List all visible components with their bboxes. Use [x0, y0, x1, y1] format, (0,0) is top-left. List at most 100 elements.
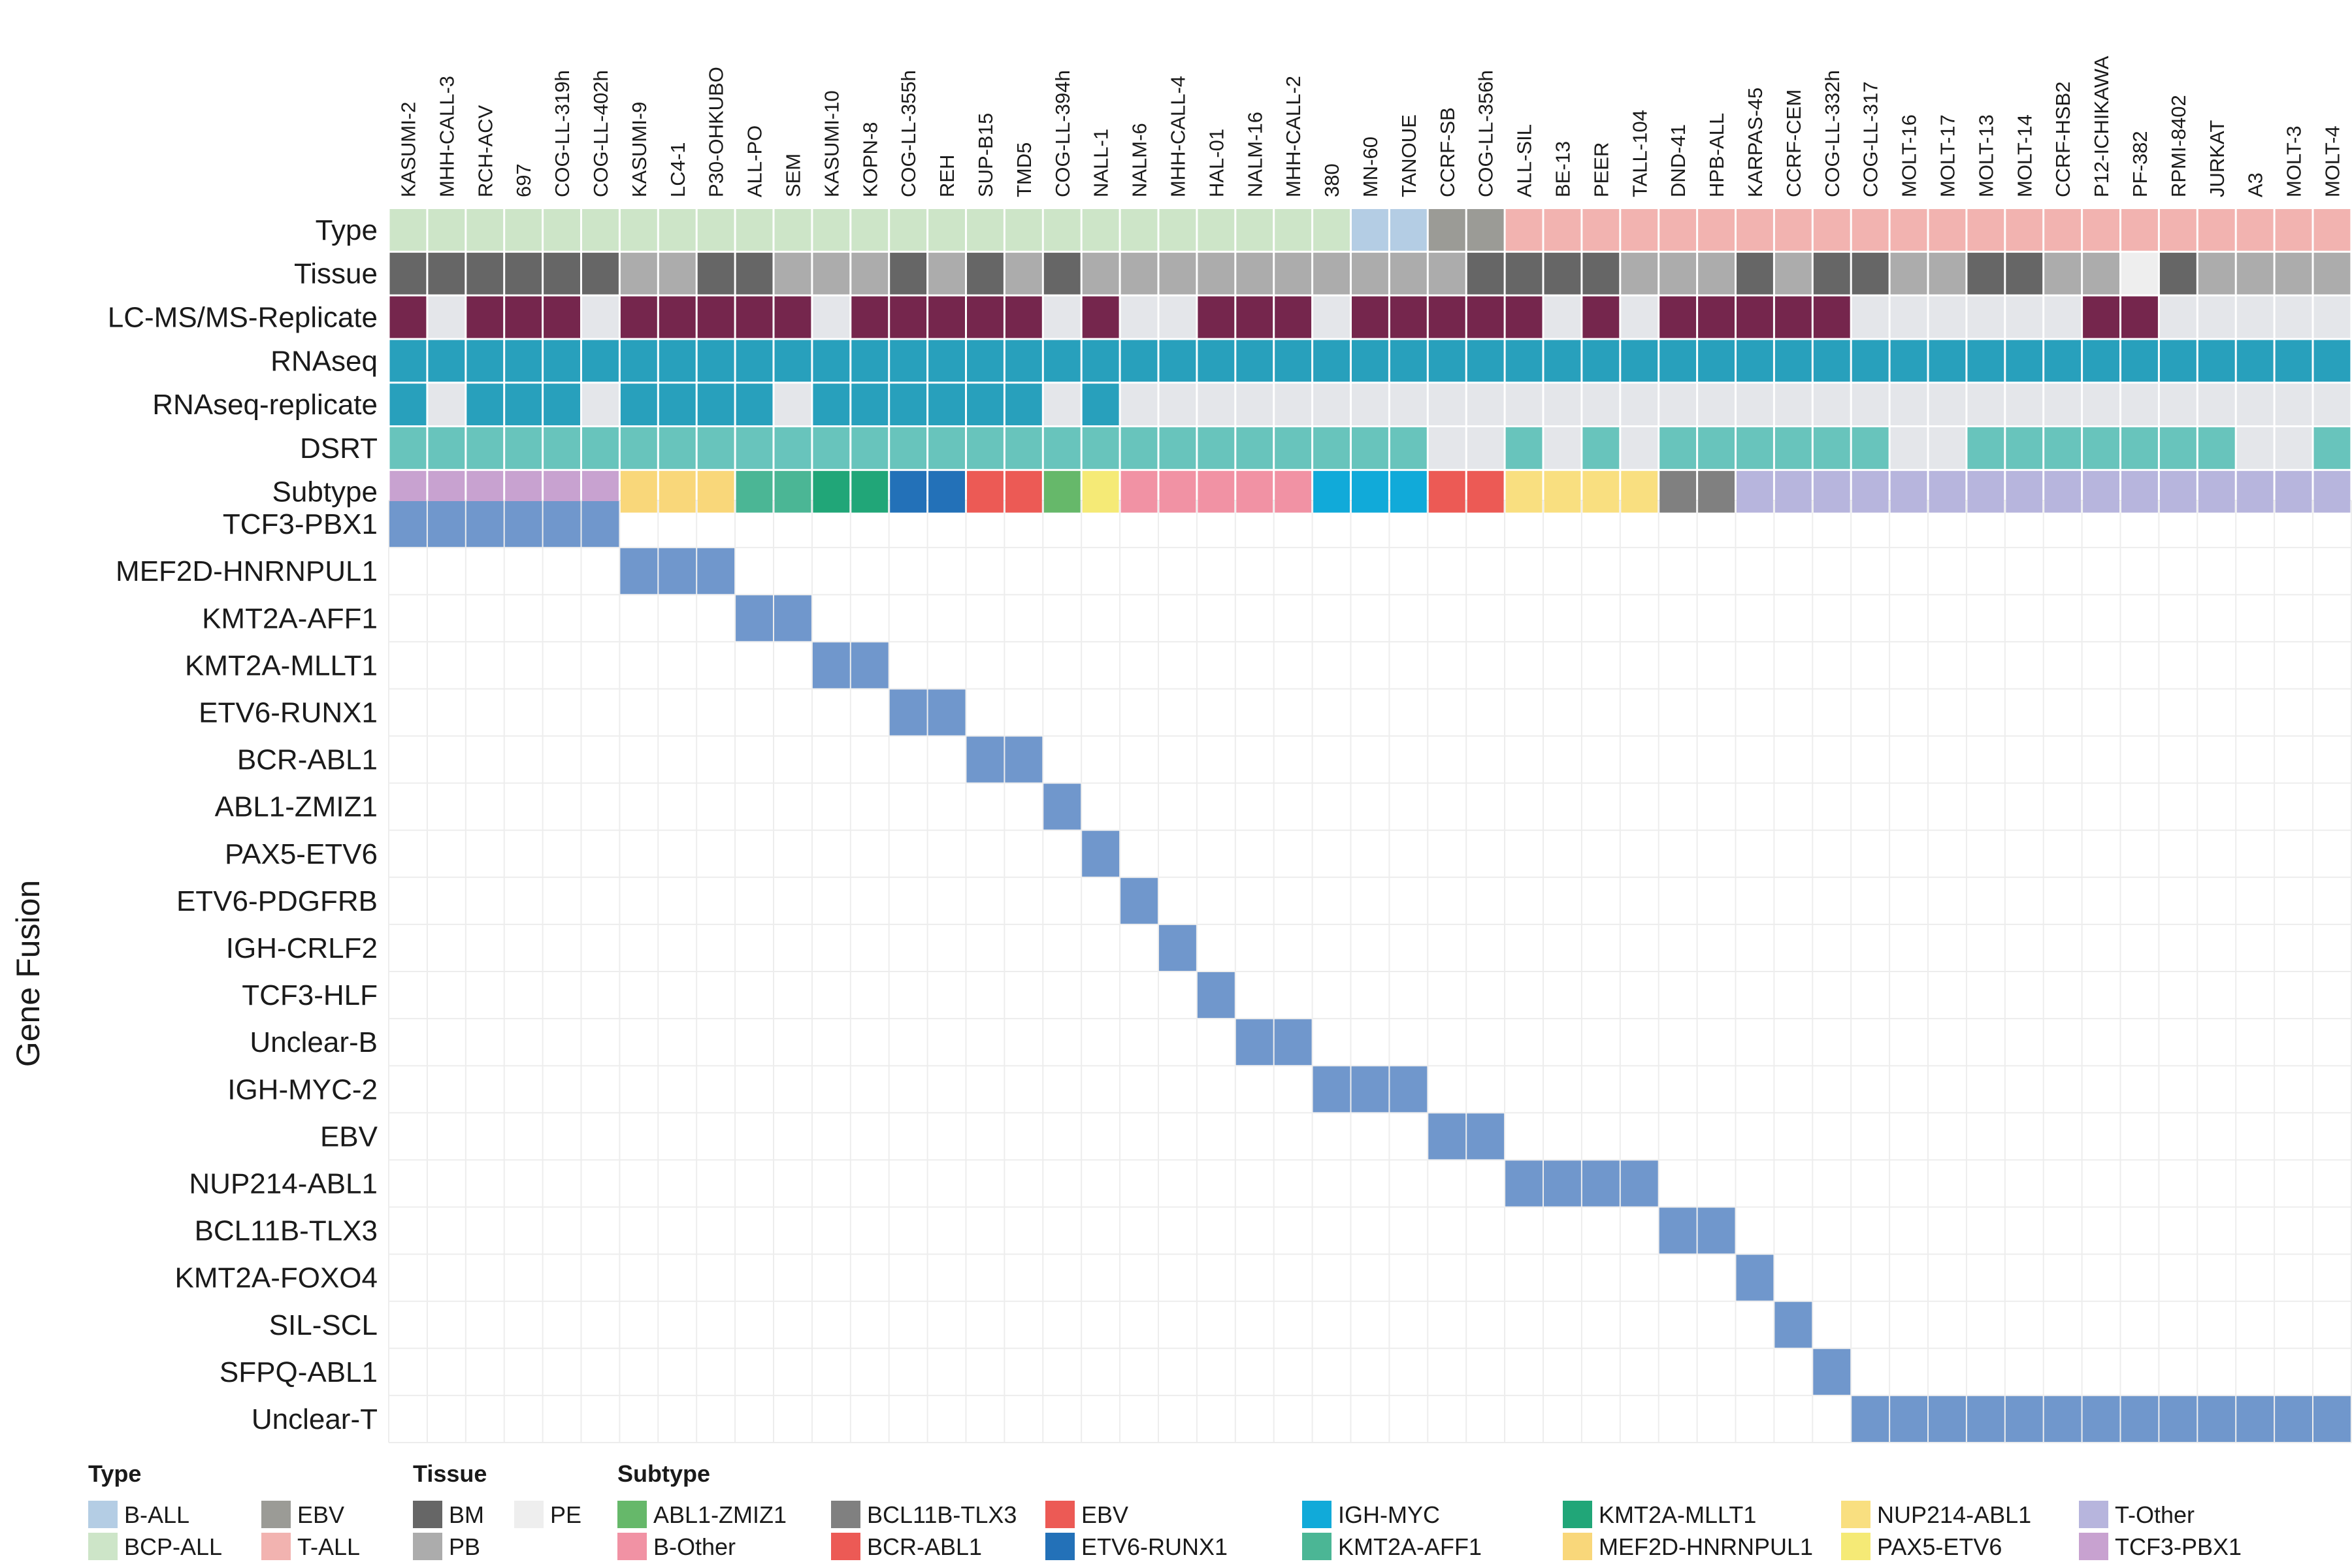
annotation-cell-tissue	[1505, 252, 1543, 295]
annotation-cell-type	[1582, 209, 1620, 251]
annotation-cell-rnaseq-replicate	[1852, 384, 1889, 425]
annotation-cell-lc-ms-ms-replicate	[1352, 296, 1388, 338]
annotation-cell-dsrt	[2236, 427, 2274, 469]
fusion-cell-bcr-abl1	[1005, 736, 1043, 783]
column-label-molt-13: MOLT-13	[1974, 114, 1997, 197]
annotation-cell-rnaseq-replicate	[544, 384, 580, 425]
annotation-cell-type	[1698, 209, 1735, 251]
annotation-cell-subtype	[1467, 470, 1504, 513]
column-label-cog-ll-356h: COG-LL-356h	[1475, 70, 1497, 197]
annotation-cell-tissue	[774, 252, 811, 295]
annotation-cell-dsrt	[1737, 427, 1773, 469]
annotation-cell-rnaseq	[1428, 340, 1465, 382]
fusion-cell-unclear-t	[2005, 1396, 2043, 1442]
annotation-cell-rnaseq-replicate	[505, 384, 542, 425]
fusion-label-kmt2a-foxo4: KMT2A-FOXO4	[175, 1262, 378, 1294]
annotation-cell-tissue	[2236, 252, 2274, 295]
fusion-cell-bcr-abl1	[966, 736, 1004, 783]
annotation-cell-rnaseq	[389, 340, 427, 382]
annotation-cell-rnaseq-replicate	[774, 384, 811, 425]
annotation-cell-dsrt	[1929, 427, 1966, 469]
annotation-cell-rnaseq-replicate	[967, 384, 1004, 425]
annotation-cell-dsrt	[1352, 427, 1388, 469]
annotation-cell-rnaseq	[505, 340, 542, 382]
annotation-cell-subtype	[774, 470, 811, 513]
annotation-cell-rnaseq-replicate	[428, 384, 465, 425]
column-label-p12-ichikawa: P12-ICHIKAWA	[2090, 56, 2113, 197]
fusion-label-bcl11b-tlx3: BCL11B-TLX3	[195, 1215, 378, 1247]
legend-label-bm: BM	[449, 1501, 484, 1528]
annotation-cell-type	[813, 209, 850, 251]
annotation-cell-subtype	[2044, 470, 2082, 513]
annotation-cell-lc-ms-ms-replicate	[1428, 296, 1465, 338]
annotation-cell-tissue	[1236, 252, 1273, 295]
annotation-cell-subtype	[1313, 470, 1350, 513]
annotation-cell-tissue	[2121, 252, 2158, 295]
annotation-label-tissue: Tissue	[294, 258, 378, 290]
annotation-cell-tissue	[1198, 252, 1235, 295]
annotation-cell-lc-ms-ms-replicate	[2313, 296, 2351, 338]
legend-title-subtype: Subtype	[617, 1460, 710, 1487]
annotation-cell-type	[1967, 209, 2004, 251]
annotation-cell-lc-ms-ms-replicate	[1390, 296, 1427, 338]
annotation-cell-dsrt	[544, 427, 580, 469]
annotation-cell-subtype	[1428, 470, 1465, 513]
legend-swatch-etv6-runx1	[1045, 1533, 1075, 1560]
annotation-cell-rnaseq-replicate	[1967, 384, 2004, 425]
annotation-cell-subtype	[1082, 470, 1119, 513]
legend-label-t-other: T-Other	[2115, 1501, 2195, 1528]
annotation-cell-type	[2275, 209, 2312, 251]
annotation-cell-type	[1005, 209, 1042, 251]
annotation-cell-lc-ms-ms-replicate	[505, 296, 542, 338]
legend-label-pb: PB	[449, 1533, 480, 1560]
annotation-cell-type	[1236, 209, 1273, 251]
legend-swatch-igh-myc	[1302, 1501, 1331, 1528]
annotation-cell-rnaseq	[2159, 340, 2197, 382]
annotation-cell-rnaseq-replicate	[2044, 384, 2082, 425]
annotation-cell-dsrt	[505, 427, 542, 469]
annotation-cell-subtype	[1813, 470, 1850, 513]
annotation-cell-dsrt	[774, 427, 811, 469]
annotation-cell-type	[1852, 209, 1889, 251]
column-label-cog-ll-332h: COG-LL-332h	[1821, 70, 1844, 197]
column-label-p30-ohkubo: P30-OHKUBO	[705, 67, 728, 197]
annotation-cell-subtype	[2275, 470, 2312, 513]
fusion-cell-sil-scl	[1774, 1301, 1812, 1348]
annotation-cell-rnaseq	[1929, 340, 1966, 382]
annotation-cell-rnaseq	[2083, 340, 2119, 382]
fusion-cell-kmt2a-aff1	[736, 595, 773, 642]
annotation-cell-tissue	[1120, 252, 1158, 295]
annotation-cell-rnaseq-replicate	[697, 384, 734, 425]
annotation-cell-lc-ms-ms-replicate	[544, 296, 580, 338]
legend-label-bcl11b-tlx3: BCL11B-TLX3	[867, 1501, 1017, 1528]
annotation-cell-subtype	[1390, 470, 1427, 513]
legend-swatch-b-all	[88, 1501, 118, 1528]
annotation-cell-dsrt	[582, 427, 619, 469]
annotation-cell-lc-ms-ms-replicate	[1120, 296, 1158, 338]
legend-swatch-kmt2a-mllt1	[1563, 1501, 1592, 1528]
fusion-label-mef2d-hnrnpul1: MEF2D-HNRNPUL1	[116, 555, 378, 587]
column-label-karpas-45: KARPAS-45	[1744, 88, 1767, 197]
annotation-cell-dsrt	[697, 427, 734, 469]
annotation-cell-dsrt	[1659, 427, 1697, 469]
column-label-rch-acv: RCH-ACV	[474, 105, 497, 197]
annotation-cell-dsrt	[1621, 427, 1658, 469]
annotation-cell-dsrt	[928, 427, 965, 469]
annotation-cell-dsrt	[1852, 427, 1889, 469]
legend-label-pax5-etv6: PAX5-ETV6	[1877, 1533, 2002, 1560]
annotation-cell-subtype	[1159, 470, 1196, 513]
annotation-cell-type	[1890, 209, 1927, 251]
annotation-tracks	[389, 209, 2351, 513]
annotation-cell-type	[582, 209, 619, 251]
annotation-cell-rnaseq-replicate	[1737, 384, 1773, 425]
fusion-cell-unclear-t	[1852, 1396, 1889, 1442]
annotation-cell-dsrt	[1505, 427, 1543, 469]
annotation-cell-lc-ms-ms-replicate	[389, 296, 427, 338]
annotation-cell-rnaseq-replicate	[1774, 384, 1812, 425]
annotation-cell-rnaseq	[890, 340, 927, 382]
annotation-cell-lc-ms-ms-replicate	[1005, 296, 1042, 338]
fusion-cell-etv6-runx1	[928, 689, 966, 736]
fusion-cell-tcf3-pbx1	[543, 501, 581, 547]
annotation-cell-lc-ms-ms-replicate	[851, 296, 889, 338]
annotation-cell-rnaseq-replicate	[620, 384, 657, 425]
